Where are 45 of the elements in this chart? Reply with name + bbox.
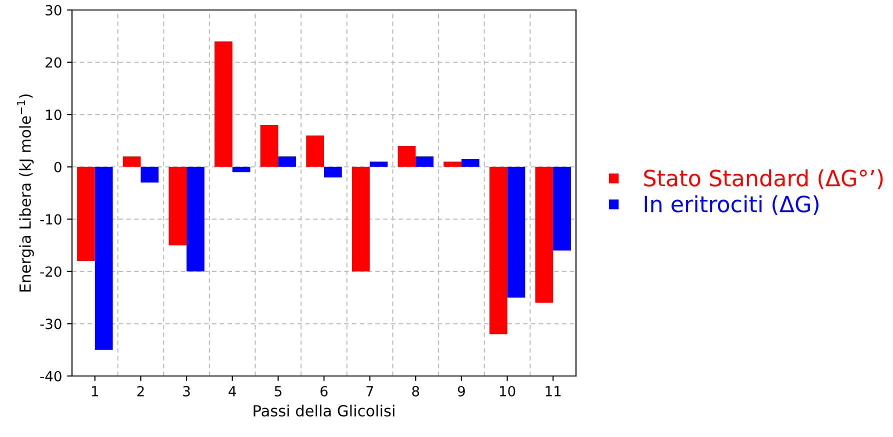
bar — [444, 162, 462, 167]
x-tick-label: 8 — [412, 386, 420, 396]
bar — [489, 166, 508, 334]
bar — [186, 166, 204, 272]
x-tick-label: 3 — [183, 386, 190, 396]
bar — [168, 166, 187, 246]
bar — [122, 156, 141, 167]
bar — [352, 166, 370, 272]
y-tick-label: 20 — [46, 57, 62, 68]
bar — [140, 166, 159, 183]
x-tick-label: 2 — [137, 386, 144, 396]
x-tick-label: 4 — [228, 386, 236, 396]
y-tick-label: 10 — [46, 110, 62, 120]
y-tick-label: 0 — [54, 162, 62, 172]
legend-label: Stato Standard (ΔG°’) — [644, 169, 883, 190]
x-tick-label: 5 — [274, 386, 282, 396]
bar — [535, 166, 554, 303]
y-tick-label: -20 — [40, 266, 62, 277]
bar — [553, 166, 571, 251]
bar — [278, 156, 296, 167]
y-axis-title: Energia Libera (kJ mole$^{−1}$) — [17, 94, 34, 292]
y-tick-label: -40 — [40, 370, 62, 382]
y-tick-label: -10 — [40, 214, 62, 225]
x-tick-label: 1 — [92, 386, 98, 396]
bar — [416, 156, 434, 167]
x-tick-label: 7 — [366, 386, 374, 396]
legend-label: In eritrociti (ΔG) — [644, 195, 818, 216]
bar — [260, 125, 278, 167]
x-tick-label: 10 — [500, 386, 516, 396]
y-tick-label: 30 — [46, 4, 62, 16]
bar — [507, 166, 526, 298]
bar — [214, 41, 232, 167]
y-tick-label: -30 — [40, 318, 62, 330]
bar — [77, 166, 95, 261]
x-tick-label: 11 — [546, 386, 561, 396]
x-axis-title: Passi della Glicolisi — [254, 404, 394, 417]
bar — [232, 166, 250, 172]
bar — [398, 146, 416, 167]
x-tick-label: 6 — [320, 386, 328, 396]
bar — [306, 135, 324, 167]
x-tick-label: 9 — [458, 386, 465, 396]
bar — [324, 166, 342, 178]
bar — [94, 166, 113, 350]
bar — [370, 162, 388, 167]
bar — [461, 159, 480, 167]
